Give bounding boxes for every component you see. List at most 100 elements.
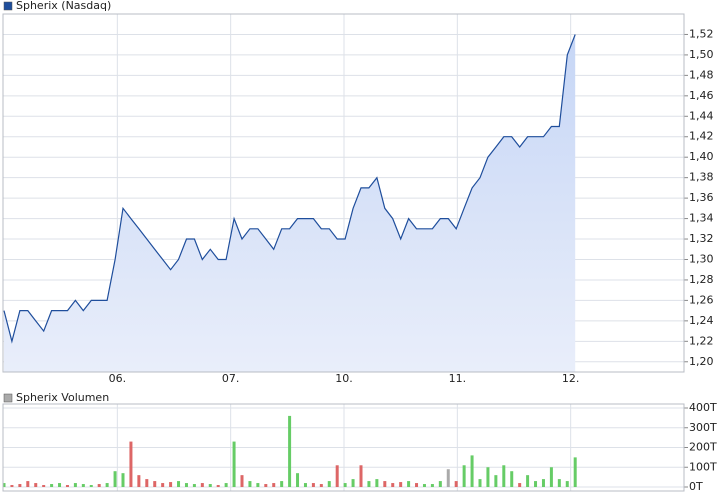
y-tick-label: 1,36 xyxy=(689,191,714,204)
legend-label: Spherix (Nasdaq) xyxy=(16,0,111,12)
volume-bar xyxy=(184,483,188,487)
y-tick-label: 1,28 xyxy=(689,273,714,286)
volume-bar xyxy=(351,479,355,487)
volume-bar xyxy=(303,483,307,487)
volume-bar xyxy=(430,484,434,487)
volume-bar xyxy=(367,481,371,487)
volume-bar xyxy=(129,441,133,487)
x-tick-label: 10. xyxy=(335,372,353,385)
volume-bar xyxy=(462,465,466,487)
legend-swatch xyxy=(3,393,13,403)
plot-frame xyxy=(2,13,685,373)
volume-bar xyxy=(296,473,300,487)
volume-bar xyxy=(224,483,228,487)
area-fill xyxy=(4,34,576,372)
y-tick-label: 400T xyxy=(689,401,717,414)
legend-swatch xyxy=(3,1,13,11)
volume-bar xyxy=(272,483,276,487)
volume-bar xyxy=(200,483,204,487)
volume-bar xyxy=(541,479,545,487)
volume-bar xyxy=(534,481,538,487)
y-tick-label: 300T xyxy=(689,421,717,434)
volume-bar xyxy=(42,485,46,487)
volume-bar xyxy=(526,475,530,487)
volume-bar xyxy=(216,485,220,487)
volume-bar xyxy=(494,475,498,487)
y-tick-label: 1,32 xyxy=(689,232,714,245)
y-tick-label: 1,26 xyxy=(689,293,714,306)
volume-bar xyxy=(407,481,411,487)
volume-bar xyxy=(97,484,101,487)
y-tick-label: 1,46 xyxy=(689,89,714,102)
volume-bar xyxy=(486,467,490,487)
volume-bar xyxy=(137,475,141,487)
y-tick-label: 0T xyxy=(689,480,703,493)
volume-bar xyxy=(335,465,339,487)
volume-bar xyxy=(81,484,85,487)
volume-bar xyxy=(264,484,268,487)
price-line xyxy=(3,34,576,344)
volume-bar xyxy=(2,483,6,487)
volume-bar xyxy=(240,475,244,487)
y-tick-label: 1,38 xyxy=(689,171,714,184)
volume-bar xyxy=(549,467,553,487)
volume-bar xyxy=(470,455,474,487)
volume-bar xyxy=(557,479,561,487)
volume-bar xyxy=(10,485,14,487)
volume-bar xyxy=(327,481,331,487)
volume-bar xyxy=(26,481,30,487)
y-tick-label: 100T xyxy=(689,460,717,473)
y-tick-label: 1,24 xyxy=(689,314,714,327)
x-tick-label: 06. xyxy=(109,372,127,385)
volume-bar xyxy=(58,483,62,487)
volume-bar xyxy=(256,483,260,487)
y-tick-label: 1,40 xyxy=(689,150,714,163)
volume-bar xyxy=(121,473,125,487)
volume-bar xyxy=(565,481,569,487)
y-tick-label: 1,42 xyxy=(689,130,714,143)
volume-bar xyxy=(208,484,212,487)
volume-bar xyxy=(422,484,426,487)
volume-bar xyxy=(161,483,165,487)
volume-bar xyxy=(343,483,347,487)
volume-bar xyxy=(446,469,450,487)
y-tick-label: 1,48 xyxy=(689,68,714,81)
volume-bar xyxy=(438,481,442,487)
plot-frame xyxy=(2,403,685,492)
legend-label: Spherix Volumen xyxy=(16,391,109,404)
volume-bar xyxy=(113,471,117,487)
volume-bar xyxy=(34,483,38,487)
volume-bar xyxy=(383,481,387,487)
volume-bar xyxy=(89,485,93,487)
volume-bar xyxy=(415,483,419,487)
volume-bar xyxy=(391,483,395,487)
volume-bar xyxy=(73,483,77,487)
volume-bar xyxy=(319,484,323,487)
volume-bar xyxy=(280,481,284,487)
volume-bar xyxy=(399,482,403,487)
volume-bar xyxy=(311,483,315,487)
volume-bar xyxy=(454,481,458,487)
y-tick-label: 1,34 xyxy=(689,212,714,225)
volume-bar xyxy=(502,465,506,487)
y-tick-label: 1,22 xyxy=(689,334,714,347)
y-tick-label: 1,20 xyxy=(689,355,714,368)
volume-bar xyxy=(169,482,173,487)
volume-bar xyxy=(359,465,363,487)
volume-bar xyxy=(50,484,54,487)
y-tick-label: 1,44 xyxy=(689,109,714,122)
volume-bar xyxy=(18,484,22,487)
volume-bar xyxy=(518,483,522,487)
volume-bar xyxy=(375,479,379,487)
volume-bar xyxy=(510,471,514,487)
y-tick-label: 1,50 xyxy=(689,48,714,61)
volume-bar xyxy=(177,481,181,487)
volume-bar xyxy=(232,441,236,487)
volume-bar xyxy=(192,484,196,487)
x-tick-label: 11. xyxy=(449,372,467,385)
volume-bar xyxy=(248,481,252,487)
x-tick-label: 07. xyxy=(222,372,240,385)
y-tick-label: 200T xyxy=(689,441,717,454)
volume-bar xyxy=(145,479,149,487)
